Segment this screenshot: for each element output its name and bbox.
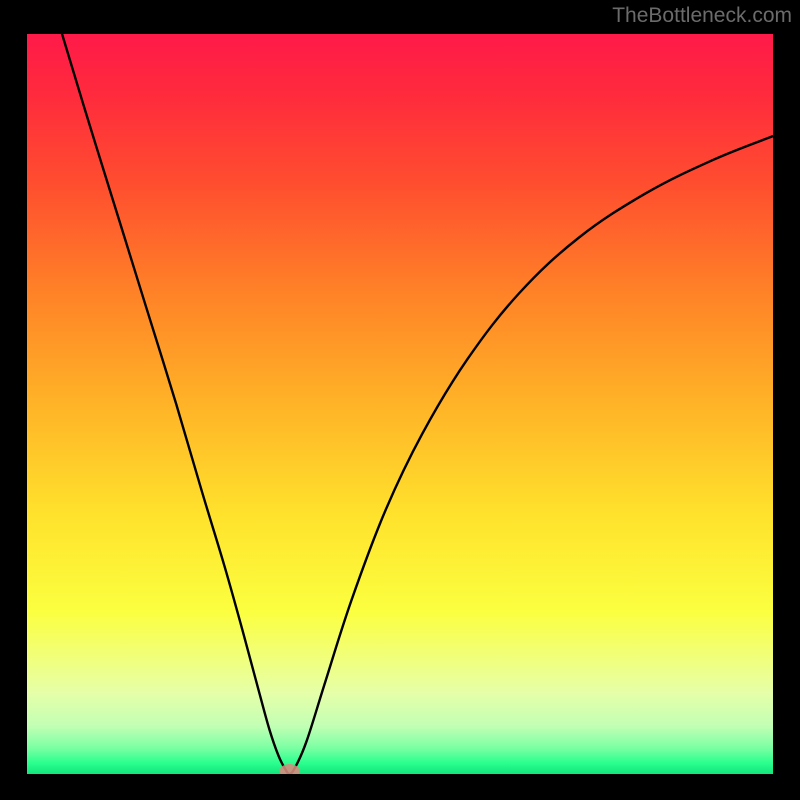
gradient-background: [27, 34, 773, 774]
chart-svg: [27, 34, 773, 774]
watermark-text: TheBottleneck.com: [612, 4, 792, 28]
plot-area: [27, 34, 773, 774]
chart-frame: TheBottleneck.com: [0, 0, 800, 800]
